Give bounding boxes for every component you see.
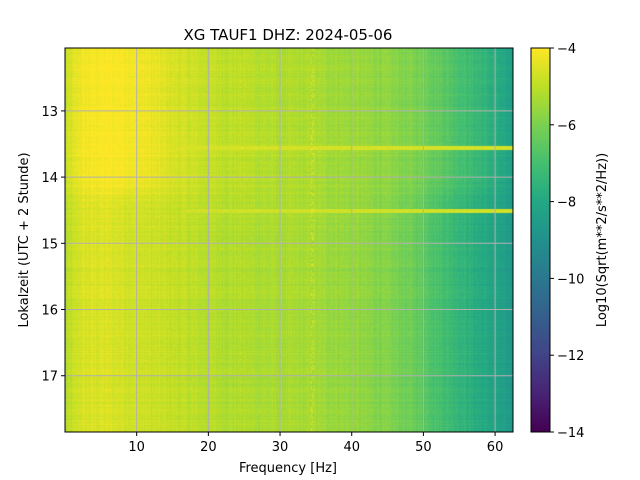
grid-lines [65, 48, 513, 432]
colorbar-tick-label: −14 [557, 426, 584, 441]
spectrogram-heatmap [65, 48, 513, 432]
y-axis-label: Lokalzeit (UTC + 2 Stunde) [17, 152, 32, 327]
y-tick-label: 14 [41, 171, 58, 186]
colorbar-tick-label: −6 [557, 119, 576, 134]
colorbar-tick-label: −8 [557, 196, 576, 211]
x-tick-label: 50 [415, 440, 432, 455]
y-tick-label: 16 [41, 304, 58, 319]
plot-frame [64, 47, 514, 433]
colorbar-tick-label: −4 [557, 42, 576, 57]
colorbar-frame [530, 47, 551, 433]
x-tick-label: 10 [128, 440, 145, 455]
colorbar-tick-label: −12 [557, 349, 584, 364]
y-tick-label: 15 [41, 237, 58, 252]
x-tick-label: 40 [343, 440, 360, 455]
colorbar-ticks: −4 −6 −8 −10 −12 −14 [550, 42, 584, 441]
y-tick-label: 13 [41, 105, 58, 120]
x-tick-label: 30 [272, 440, 289, 455]
y-axis-ticks: 13 14 15 16 17 [41, 105, 65, 385]
chart-title: XG TAUF1 DHZ: 2024-05-06 [184, 26, 393, 44]
colorbar-label: Log10(Sqrt(m**2/s**2/Hz)) [595, 153, 610, 327]
x-axis-label: Frequency [Hz] [239, 461, 337, 476]
x-axis-ticks: 10 20 30 40 50 60 [128, 432, 503, 455]
colorbar-tick-label: −10 [557, 272, 584, 287]
x-tick-label: 20 [200, 440, 217, 455]
y-tick-label: 17 [41, 370, 58, 385]
x-tick-label: 60 [487, 440, 504, 455]
colorbar [531, 48, 550, 432]
